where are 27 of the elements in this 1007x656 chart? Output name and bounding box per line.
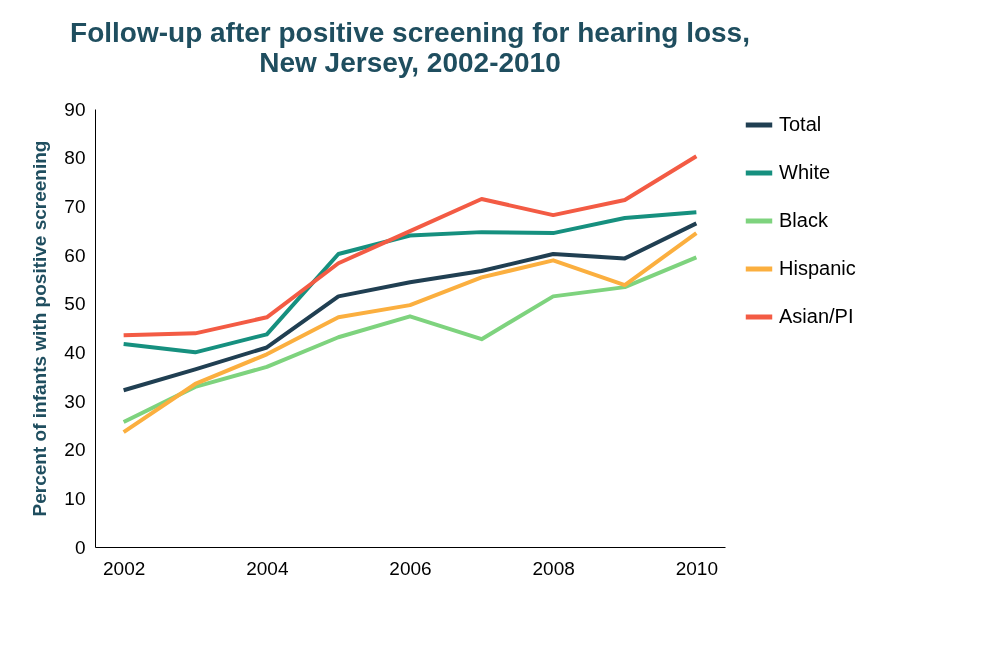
line-series <box>121 231 699 435</box>
legend-label: Hispanic <box>779 257 856 279</box>
y-axis-title: Percent of infants with positive screening <box>29 140 51 517</box>
y-tick-label: 60 <box>64 244 86 266</box>
legend-label: Asian/PI <box>779 305 854 327</box>
line-series <box>121 255 699 424</box>
x-tick-label: 2004 <box>246 557 289 579</box>
y-tick-label: 80 <box>64 147 86 169</box>
y-tick-label: 90 <box>64 98 86 120</box>
y-tick-label: 70 <box>64 195 86 217</box>
y-tick-label: 40 <box>64 341 86 363</box>
line-series <box>121 221 699 393</box>
y-tick-label: 30 <box>64 390 86 412</box>
x-tick-label: 2008 <box>532 557 575 579</box>
y-tick-label: 0 <box>74 536 86 558</box>
legend-label: Black <box>779 209 829 231</box>
chart-title: Follow-up after positive screening for hearing loss, New Jersey, 2002-2010 <box>70 17 750 78</box>
y-tick-label: 50 <box>64 293 86 315</box>
legend-label: Total <box>779 113 822 135</box>
x-tick-label: 2002 <box>103 557 146 579</box>
y-tick-label: 20 <box>64 439 86 461</box>
line-series <box>121 154 699 338</box>
x-tick-label: 2006 <box>389 557 432 579</box>
legend-label: White <box>779 161 831 183</box>
x-tick-label: 2010 <box>675 557 718 579</box>
line-series <box>121 210 699 355</box>
y-tick-label: 10 <box>64 487 86 509</box>
